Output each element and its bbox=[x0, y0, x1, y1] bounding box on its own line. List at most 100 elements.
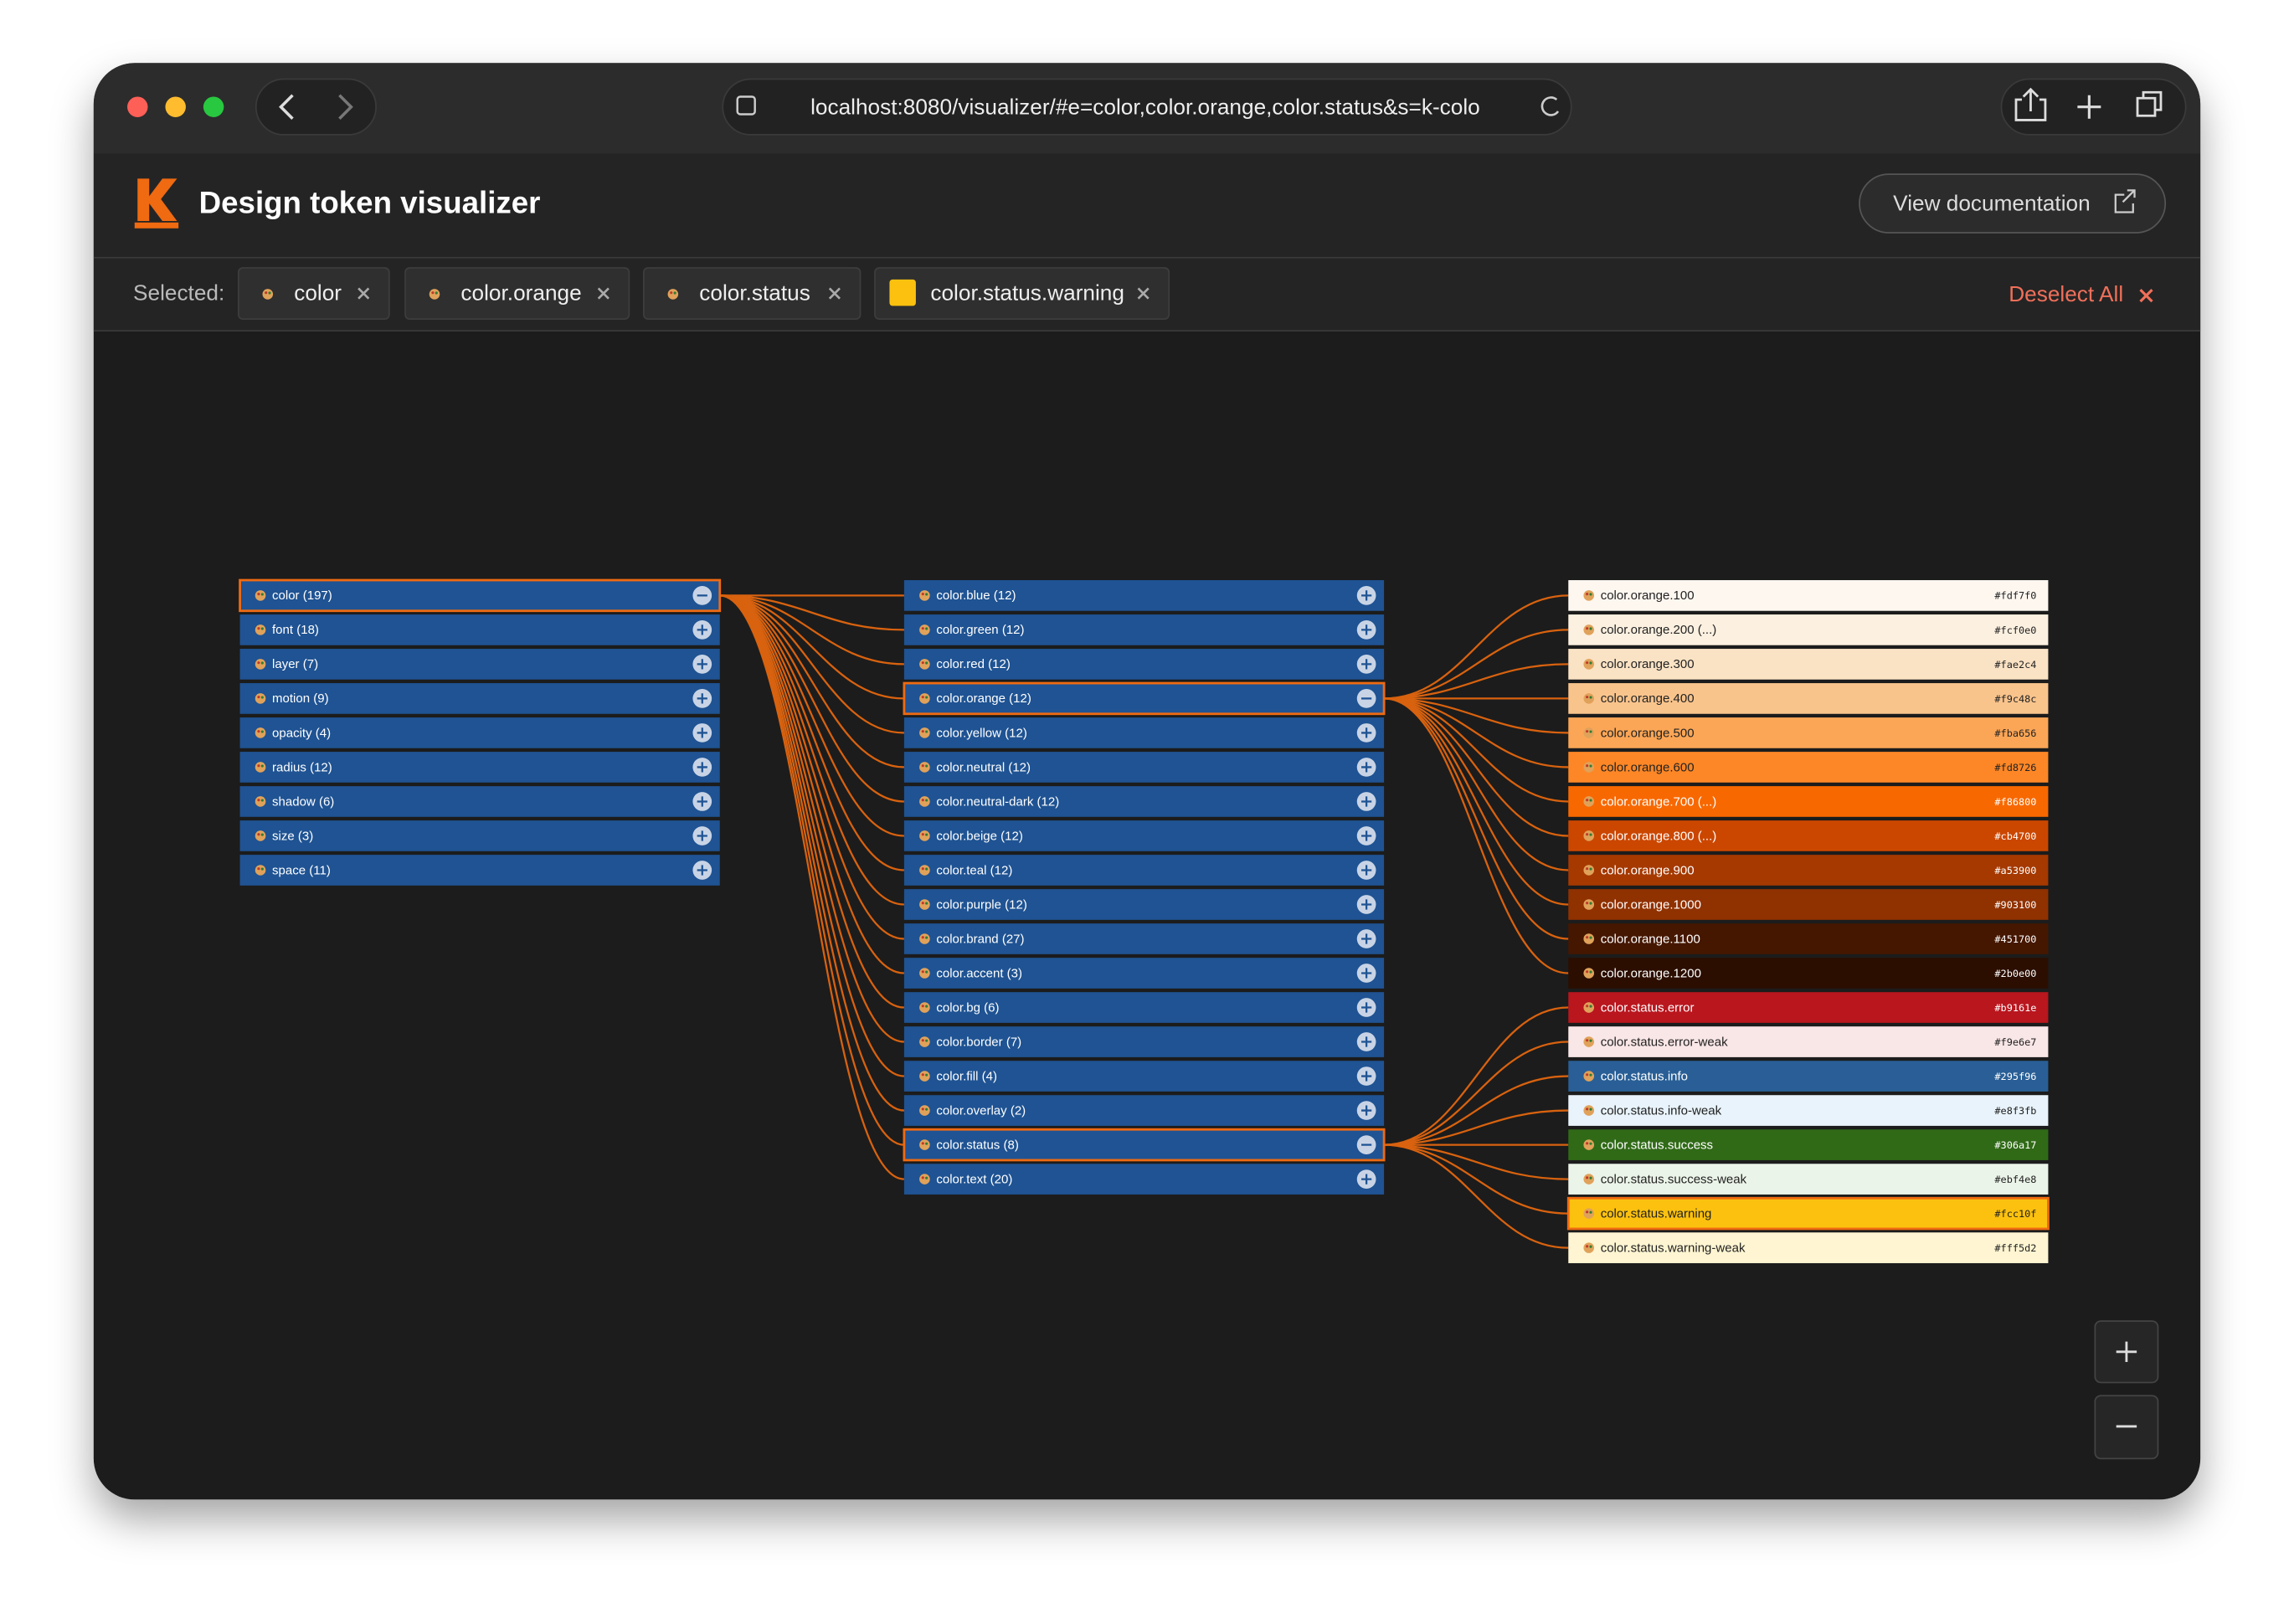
token-node[interactable]: color.orange.1200 bbox=[1568, 958, 2049, 989]
palette-dot bbox=[921, 730, 924, 733]
palette-dot bbox=[1589, 867, 1592, 871]
palette-dot bbox=[925, 902, 928, 905]
palette-icon bbox=[1583, 1174, 1595, 1185]
palette-dot bbox=[257, 833, 260, 836]
token-node[interactable]: color.status (8) bbox=[903, 1128, 1386, 1162]
chip[interactable]: color bbox=[237, 267, 390, 320]
palette-dot bbox=[921, 1142, 924, 1145]
token-node[interactable]: color.fill (4) bbox=[903, 1061, 1385, 1092]
token-node[interactable]: color.status.warning bbox=[1566, 1196, 2050, 1231]
token-node[interactable]: color.red (12) bbox=[903, 649, 1385, 680]
token-node[interactable]: color.status.success bbox=[1568, 1129, 2049, 1160]
token-node[interactable]: layer (7) bbox=[239, 649, 720, 680]
tabs-button[interactable] bbox=[2136, 90, 2163, 117]
token-node[interactable]: color.status.success-weak bbox=[1568, 1164, 2049, 1195]
token-node[interactable]: color.orange.500 bbox=[1568, 717, 2049, 748]
token-node[interactable]: color.orange.100 bbox=[1568, 580, 2049, 611]
palette-dot bbox=[921, 1176, 924, 1179]
token-node[interactable]: opacity (4) bbox=[239, 717, 720, 748]
plus-icon bbox=[1361, 933, 1372, 944]
chip[interactable]: color.orange bbox=[404, 267, 630, 320]
token-node[interactable]: color (197) bbox=[239, 578, 722, 613]
token-node[interactable]: size (3) bbox=[239, 820, 720, 851]
node-label: color.orange.800 (...) bbox=[1601, 829, 1717, 843]
deselect-all[interactable]: Deselect All bbox=[2009, 281, 2123, 306]
address-bar[interactable] bbox=[722, 78, 1572, 136]
node-label: color.purple (12) bbox=[936, 897, 1027, 912]
token-node[interactable]: color.neutral-dark (12) bbox=[903, 786, 1385, 817]
plus-icon bbox=[1361, 1105, 1372, 1116]
node-bg bbox=[903, 1128, 1386, 1162]
chip-remove[interactable] bbox=[1137, 287, 1150, 300]
token-node[interactable]: color.bg (6) bbox=[903, 992, 1385, 1023]
node-label: shadow (6) bbox=[272, 794, 334, 809]
palette-dot bbox=[1586, 1210, 1589, 1214]
token-node[interactable]: color.status.error bbox=[1568, 992, 2049, 1023]
token-node[interactable]: radius (12) bbox=[239, 752, 720, 783]
token-node[interactable]: color.purple (12) bbox=[903, 889, 1385, 920]
palette-dot bbox=[260, 593, 264, 596]
token-node[interactable]: color.text (20) bbox=[903, 1164, 1385, 1195]
token-node[interactable]: motion (9) bbox=[239, 683, 720, 714]
token-node[interactable]: color.status.info bbox=[1568, 1061, 2049, 1092]
share-button[interactable] bbox=[2014, 87, 2047, 121]
node-hex: #fcc10f bbox=[1994, 1208, 2036, 1220]
token-node[interactable]: color.beige (12) bbox=[903, 820, 1385, 851]
chip-remove[interactable] bbox=[357, 287, 370, 300]
token-node[interactable]: color.border (7) bbox=[903, 1026, 1385, 1057]
palette-icon bbox=[255, 693, 266, 704]
palette-icon bbox=[919, 762, 930, 773]
edge bbox=[1384, 629, 1569, 700]
token-node[interactable]: color.status.error-weak bbox=[1568, 1026, 2049, 1057]
node-bg bbox=[239, 752, 720, 783]
token-node[interactable]: color.status.info-weak bbox=[1568, 1095, 2049, 1126]
token-node[interactable]: color.orange.1000 bbox=[1568, 889, 2049, 920]
new-tab-button[interactable] bbox=[2077, 95, 2101, 119]
edge bbox=[719, 594, 904, 837]
back-button[interactable] bbox=[279, 94, 294, 120]
token-node[interactable]: color.overlay (2) bbox=[903, 1095, 1385, 1126]
palette-dot bbox=[1586, 1176, 1589, 1179]
palette-dot bbox=[1586, 799, 1589, 802]
node-label: opacity (4) bbox=[272, 726, 331, 740]
close-button[interactable] bbox=[127, 96, 148, 117]
token-node[interactable]: color.brand (27) bbox=[903, 923, 1385, 954]
token-node[interactable]: color.accent (3) bbox=[903, 958, 1385, 989]
token-node[interactable]: color.orange.1100 bbox=[1568, 923, 2049, 954]
token-node[interactable]: color.orange.600 bbox=[1568, 752, 2049, 783]
token-node[interactable]: color.orange.900 bbox=[1568, 855, 2049, 886]
deselect-icon[interactable] bbox=[2139, 289, 2153, 303]
token-node[interactable]: color.status.warning-weak bbox=[1568, 1232, 2049, 1263]
palette-dot bbox=[257, 696, 260, 699]
token-node[interactable]: color.yellow (12) bbox=[903, 717, 1385, 748]
minimize-button[interactable] bbox=[165, 96, 186, 117]
edge bbox=[1384, 1143, 1569, 1180]
token-node[interactable]: color.neutral (12) bbox=[903, 752, 1385, 783]
chip[interactable]: color.status bbox=[643, 267, 862, 320]
token-node[interactable]: color.orange.200 (...) bbox=[1568, 614, 2049, 645]
chip-remove[interactable] bbox=[828, 287, 841, 300]
token-node[interactable]: font (18) bbox=[239, 614, 720, 645]
token-node[interactable]: color.green (12) bbox=[903, 614, 1385, 645]
zoom-button[interactable] bbox=[203, 96, 224, 117]
token-node[interactable]: shadow (6) bbox=[239, 786, 720, 817]
chip-remove[interactable] bbox=[597, 287, 610, 300]
palette-dot bbox=[1589, 833, 1592, 836]
palette-dot bbox=[257, 730, 260, 733]
node-hex: #fcf0e0 bbox=[1994, 624, 2036, 636]
chips: color color.orange color.status color.statu… bbox=[237, 267, 1170, 320]
token-node[interactable]: color.orange.400 bbox=[1568, 683, 2049, 714]
token-node[interactable]: color.teal (12) bbox=[903, 855, 1385, 886]
token-node[interactable]: color.blue (12) bbox=[903, 580, 1385, 611]
token-node[interactable]: color.orange.700 (...) bbox=[1568, 786, 2049, 817]
palette-icon bbox=[919, 830, 930, 841]
forward-button[interactable] bbox=[338, 94, 353, 120]
token-node[interactable]: color.orange (12) bbox=[903, 681, 1386, 716]
token-node[interactable]: color.orange.300 bbox=[1568, 649, 2049, 680]
edge bbox=[719, 594, 904, 1180]
docs-button[interactable] bbox=[1859, 173, 2167, 234]
token-node[interactable]: space (11) bbox=[239, 855, 720, 886]
reload-button[interactable] bbox=[1540, 96, 1560, 116]
token-node[interactable]: color.orange.800 (...) bbox=[1568, 820, 2049, 851]
chip[interactable]: color.status.warning bbox=[874, 267, 1170, 320]
